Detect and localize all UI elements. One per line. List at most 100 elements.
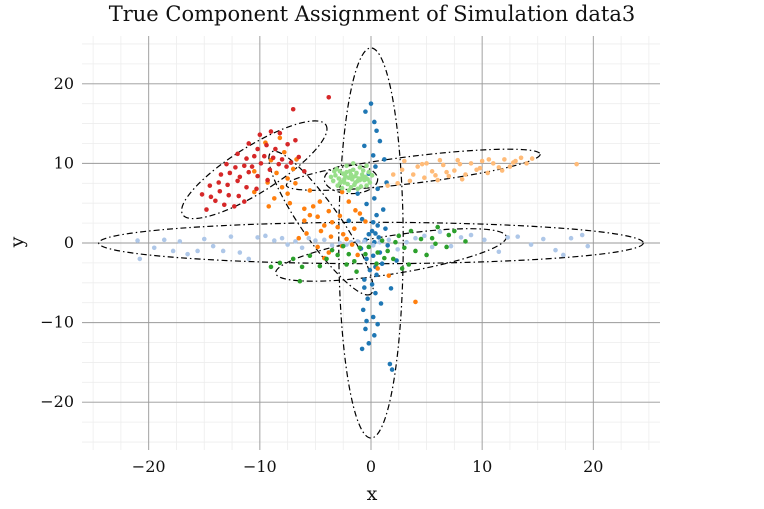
data-point	[479, 158, 485, 164]
data-point	[208, 194, 214, 200]
data-point	[285, 141, 290, 147]
data-point	[568, 235, 574, 241]
data-point	[444, 244, 449, 250]
data-point	[267, 167, 273, 173]
data-point	[265, 177, 270, 183]
data-point	[364, 201, 369, 207]
x-tick-label: 0	[366, 457, 376, 476]
data-point	[365, 177, 370, 182]
data-point	[151, 245, 157, 251]
data-point	[433, 241, 438, 247]
data-point	[270, 155, 276, 161]
data-point	[251, 153, 257, 159]
data-point	[237, 174, 243, 180]
data-point	[375, 223, 380, 228]
data-point	[496, 249, 502, 255]
data-point	[386, 273, 392, 278]
x-tick-label: 20	[583, 457, 603, 476]
data-point	[386, 237, 392, 243]
data-point	[510, 160, 516, 165]
data-point	[282, 149, 287, 155]
data-point	[375, 186, 380, 192]
data-point	[185, 251, 190, 257]
data-point	[455, 157, 461, 163]
data-point	[279, 235, 285, 241]
data-point	[355, 191, 360, 196]
y-tick-label: −10	[40, 313, 74, 332]
data-point	[224, 161, 229, 167]
data-point	[382, 157, 387, 162]
data-point	[271, 196, 277, 201]
data-point	[515, 234, 521, 239]
y-tick-label: 0	[64, 233, 74, 252]
data-point	[161, 237, 167, 243]
data-point	[379, 261, 385, 267]
data-point	[350, 161, 356, 166]
data-point	[255, 173, 260, 179]
data-point	[315, 214, 320, 220]
data-point	[255, 235, 260, 240]
data-point	[354, 269, 359, 274]
data-point	[452, 168, 457, 173]
data-point	[213, 198, 218, 204]
data-point	[365, 296, 370, 302]
data-point	[385, 243, 390, 248]
data-point	[540, 236, 546, 242]
data-point	[277, 135, 283, 141]
data-point	[364, 318, 369, 324]
data-point	[355, 186, 360, 192]
data-point	[317, 199, 323, 204]
data-point	[402, 158, 407, 164]
data-point	[337, 169, 343, 174]
data-point	[364, 183, 369, 188]
data-point	[437, 157, 443, 163]
data-point	[366, 341, 372, 346]
data-point	[293, 239, 298, 244]
data-point	[388, 286, 394, 291]
component-ellipse	[181, 120, 328, 220]
data-point	[375, 266, 380, 271]
data-point	[302, 206, 307, 212]
data-point	[352, 259, 357, 264]
data-point	[350, 174, 356, 180]
data-point	[257, 132, 263, 138]
data-point	[293, 180, 298, 186]
data-point	[374, 261, 379, 267]
data-point	[244, 156, 249, 161]
y-axis-label: y	[6, 236, 28, 248]
data-point	[499, 168, 505, 173]
data-point	[201, 236, 207, 242]
data-point	[390, 172, 396, 177]
data-point	[418, 236, 424, 242]
data-point	[404, 239, 409, 245]
data-point	[399, 167, 405, 173]
data-point	[235, 151, 240, 157]
data-point	[346, 218, 352, 224]
data-point	[322, 223, 327, 228]
data-point	[374, 128, 379, 134]
data-point	[340, 243, 346, 249]
data-point	[328, 234, 334, 239]
data-point	[529, 156, 535, 161]
data-point	[337, 240, 343, 246]
data-point	[285, 176, 290, 181]
data-point	[266, 204, 272, 209]
data-point	[407, 178, 413, 184]
data-point	[370, 314, 376, 320]
data-point	[389, 367, 395, 372]
data-point	[255, 146, 260, 152]
data-point	[393, 239, 398, 245]
data-point	[277, 260, 283, 266]
data-point	[345, 181, 350, 187]
data-point	[333, 173, 338, 178]
data-point	[353, 208, 358, 213]
data-point	[279, 157, 285, 162]
data-point	[383, 226, 388, 231]
data-point	[433, 173, 438, 178]
data-point	[507, 164, 513, 169]
data-point	[528, 242, 534, 247]
data-point	[302, 218, 307, 224]
data-point	[263, 233, 268, 239]
data-point	[227, 170, 233, 176]
data-point	[446, 173, 452, 179]
